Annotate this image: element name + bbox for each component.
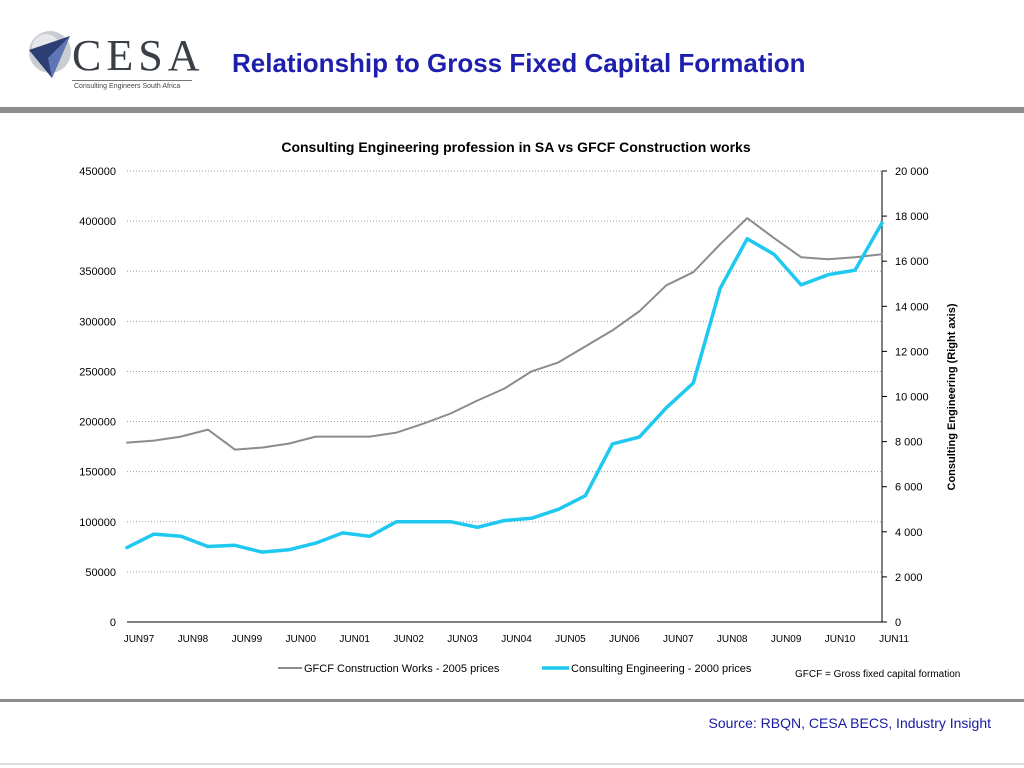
chart-annotation: GFCF = Gross fixed capital formation	[795, 669, 960, 680]
page-bottom-rule	[0, 763, 1024, 765]
cesa-logo: CESA Consulting Engineers South Africa	[24, 28, 199, 94]
x-tick-label: JUN02	[393, 634, 424, 645]
logo-wordmark: CESA	[72, 31, 205, 80]
x-tick-label: JUN06	[609, 634, 640, 645]
header-divider	[0, 107, 1024, 113]
footer-divider	[0, 699, 1024, 702]
y-right-tick-label: 6 000	[895, 482, 923, 494]
logo-tagline: Consulting Engineers South Africa	[74, 83, 181, 90]
y-right-tick-label: 2 000	[895, 572, 923, 584]
y-left-tick-label: 250000	[79, 366, 116, 378]
cesa-logo-icon	[29, 31, 71, 78]
y-right-tick-label: 10 000	[895, 392, 929, 404]
legend-label-consulting: Consulting Engineering - 2000 prices	[571, 663, 752, 675]
x-tick-label: JUN04	[501, 634, 532, 645]
y-right-tick-label: 12 000	[895, 346, 929, 358]
x-tick-label: JUN99	[232, 634, 263, 645]
x-tick-label: JUN05	[555, 634, 586, 645]
y-right-tick-label: 20 000	[895, 166, 929, 178]
x-tick-label: JUN01	[339, 634, 370, 645]
y-right-tick-label: 8 000	[895, 437, 923, 449]
y-left-tick-label: 350000	[79, 266, 116, 278]
y-right-tick-label: 4 000	[895, 527, 923, 539]
y-left-tick-label: 300000	[79, 316, 116, 328]
y-right-axis-label: Consulting Engineering (Right axis)	[946, 303, 958, 490]
y-right-tick-label: 0	[895, 617, 901, 629]
y-right-tick-label: 16 000	[895, 256, 929, 268]
legend-label-gfcf: GFCF Construction Works - 2005 prices	[304, 663, 500, 675]
x-tick-label: JUN10	[825, 634, 856, 645]
y-left-tick-label: 50000	[85, 567, 116, 579]
chart-title: Consulting Engineering profession in SA …	[281, 139, 751, 155]
x-tick-label: JUN11	[879, 634, 909, 645]
source-note: Source: RBQN, CESA BECS, Industry Insigh…	[708, 715, 991, 731]
y-right-tick-label: 18 000	[895, 211, 929, 223]
chart: Consulting Engineering profession in SA …	[79, 139, 960, 680]
y-left-tick-label: 0	[110, 617, 116, 629]
page-title: Relationship to Gross Fixed Capital Form…	[232, 48, 806, 78]
x-tick-label: JUN09	[771, 634, 802, 645]
x-tick-label: JUN98	[178, 634, 209, 645]
series-line-consulting	[125, 221, 884, 554]
y-left-tick-label: 450000	[79, 166, 116, 178]
y-left-tick-label: 100000	[79, 517, 116, 529]
x-tick-label: JUN07	[663, 634, 694, 645]
y-left-tick-label: 400000	[79, 216, 116, 228]
series-line-gfcf	[126, 217, 883, 451]
y-left-tick-label: 200000	[79, 417, 116, 429]
logo-divider	[72, 80, 192, 81]
y-left-tick-label: 150000	[79, 467, 116, 479]
x-tick-label: JUN97	[124, 634, 155, 645]
x-tick-label: JUN03	[447, 634, 478, 645]
slide-header: CESA Consulting Engineers South Africa R…	[0, 0, 1024, 108]
x-tick-label: JUN08	[717, 634, 748, 645]
y-right-tick-label: 14 000	[895, 301, 929, 313]
x-tick-label: JUN00	[285, 634, 316, 645]
